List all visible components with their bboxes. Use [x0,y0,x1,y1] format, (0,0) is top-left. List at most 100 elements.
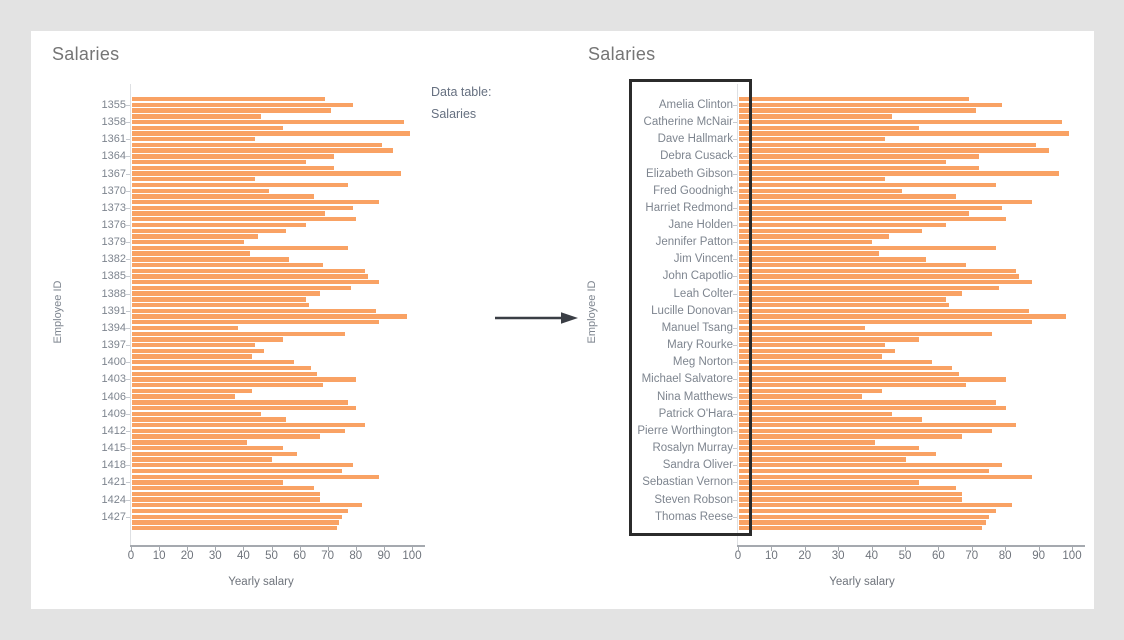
bar[interactable] [738,365,953,371]
bar[interactable] [131,388,253,394]
bar[interactable] [738,337,919,342]
bar[interactable] [131,325,239,331]
bar[interactable] [131,194,315,199]
bar[interactable] [131,405,357,411]
bar[interactable] [738,114,893,119]
bar[interactable] [738,262,966,268]
bar[interactable] [131,440,247,445]
bar[interactable] [131,423,365,428]
bar[interactable] [131,211,326,216]
bar[interactable] [738,205,1003,211]
bar[interactable] [131,108,331,113]
bar[interactable] [131,383,323,388]
bar[interactable] [131,428,346,434]
bar[interactable] [131,268,365,273]
bar[interactable] [738,268,1016,273]
bar[interactable] [131,262,323,268]
bar[interactable] [738,325,866,331]
bar[interactable] [738,137,886,142]
bar[interactable] [738,245,996,251]
bar[interactable] [738,445,919,451]
bar[interactable] [738,383,966,388]
bar[interactable] [738,371,959,376]
bar[interactable] [738,394,863,399]
bar[interactable] [738,508,996,514]
bar[interactable] [131,365,312,371]
bar[interactable] [738,199,1033,205]
bar[interactable] [131,348,264,354]
bar[interactable] [131,485,315,491]
bar[interactable] [738,491,963,497]
bar[interactable] [131,468,343,474]
bar[interactable] [131,503,362,508]
bar[interactable] [131,217,357,222]
bar[interactable] [131,308,376,313]
bar[interactable] [738,251,879,256]
bar[interactable] [131,314,407,319]
bar[interactable] [131,400,348,405]
bar[interactable] [131,291,320,296]
bar[interactable] [738,520,986,525]
bar[interactable] [738,119,1063,125]
bar[interactable] [738,142,1036,148]
bar[interactable] [738,171,1060,176]
bar[interactable] [131,148,393,153]
bar[interactable] [738,257,926,262]
bar[interactable] [131,119,405,125]
bar[interactable] [738,194,956,199]
bar[interactable] [738,377,1006,382]
bar[interactable] [738,480,919,485]
bar[interactable] [738,97,969,102]
bar[interactable] [131,457,272,462]
bar[interactable] [131,245,348,251]
bar[interactable] [738,331,993,336]
bar[interactable] [738,240,873,245]
bar[interactable] [738,285,1000,291]
bar[interactable] [131,320,379,325]
bar[interactable] [738,148,1050,153]
bar[interactable] [131,354,253,359]
bar[interactable] [131,205,354,211]
bar[interactable] [131,337,284,342]
bar[interactable] [131,445,284,451]
bar[interactable] [738,485,956,491]
bar[interactable] [738,451,936,456]
bar[interactable] [131,371,317,376]
bar[interactable] [738,297,946,302]
bar[interactable] [738,234,889,239]
bar[interactable] [738,417,923,422]
bar[interactable] [131,451,298,456]
bar[interactable] [738,400,996,405]
bar[interactable] [738,514,989,519]
bar[interactable] [738,108,976,113]
bar[interactable] [131,114,261,119]
bar[interactable] [131,480,284,485]
bar[interactable] [131,520,340,525]
bar[interactable] [738,131,1070,136]
bar[interactable] [131,222,306,228]
bar[interactable] [738,102,1003,108]
bar[interactable] [738,228,923,233]
bar[interactable] [131,526,337,531]
bar[interactable] [738,360,933,365]
bar[interactable] [738,291,963,296]
bar[interactable] [131,377,357,382]
bar[interactable] [131,199,379,205]
bar[interactable] [131,274,368,279]
bar[interactable] [131,342,256,348]
bar[interactable] [131,188,270,193]
bar[interactable] [738,280,1033,285]
bar[interactable] [738,302,949,308]
bar[interactable] [131,102,354,108]
bar[interactable] [131,302,309,308]
bar[interactable] [738,405,1006,411]
bar[interactable] [131,182,348,188]
bar[interactable] [131,497,320,502]
bar[interactable] [131,394,236,399]
bar[interactable] [131,280,379,285]
bar[interactable] [131,137,256,142]
bar[interactable] [131,297,306,302]
bar[interactable] [131,360,295,365]
bar[interactable] [131,171,402,176]
bar[interactable] [738,457,906,462]
